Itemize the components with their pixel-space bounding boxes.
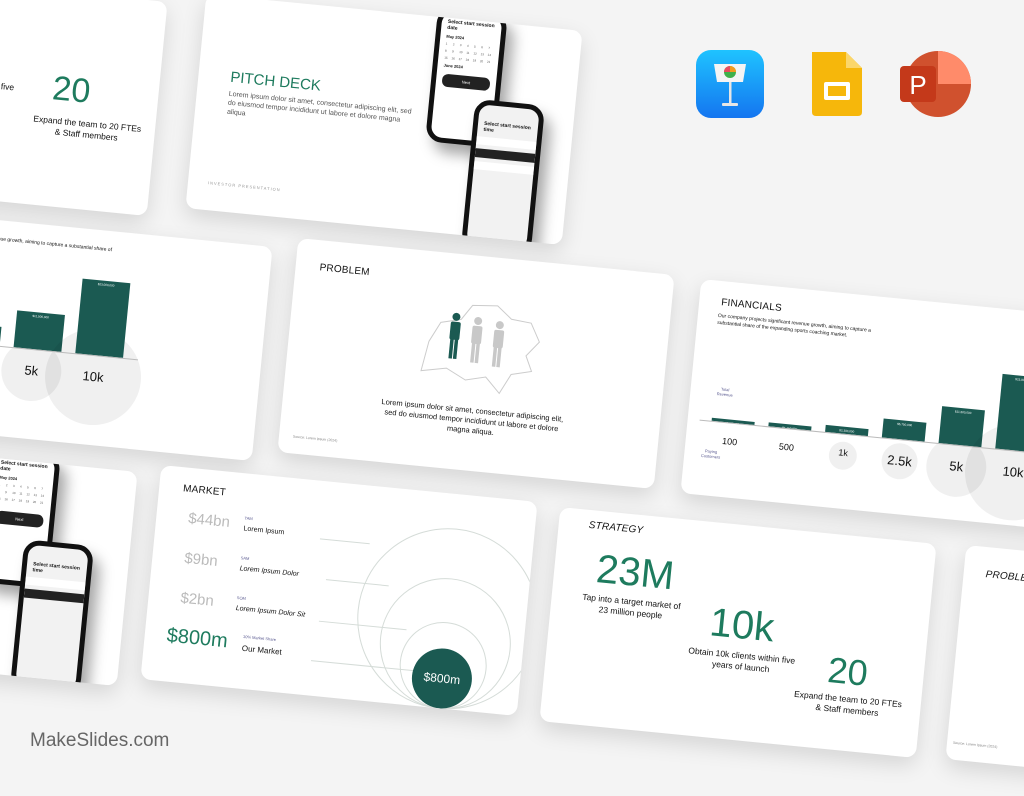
source-note: Source: Lorem Ipsum (2024) xyxy=(952,740,998,750)
month-label: June 2024 xyxy=(443,62,464,70)
revenue-bar: $23,000,000 xyxy=(995,373,1024,453)
slide-strategy-cropped[interactable]: 10k Obtain 10k clients within five years… xyxy=(0,0,168,216)
stat-value: 23M xyxy=(594,546,677,599)
pitch-body: Lorem ipsum dolor sit amet, consectetur … xyxy=(226,90,412,124)
person-icon-highlighted xyxy=(448,312,461,360)
phone-title: Select start session date xyxy=(446,18,495,32)
next-button[interactable]: Next xyxy=(441,73,491,92)
strategy-title: STRATEGY xyxy=(588,519,644,537)
market-tag: TAM xyxy=(244,515,253,522)
powerpoint-icon: P xyxy=(896,50,971,118)
brand-watermark: MakeSlides.com xyxy=(30,730,170,751)
map-outline xyxy=(420,304,540,395)
phone-title: Select start session date xyxy=(0,459,48,473)
stat-value: 20 xyxy=(825,649,870,694)
problem-title: PROBLEM xyxy=(985,569,1024,585)
revenue-bar: $23,000,000 xyxy=(75,278,131,358)
stat-desc: Expand the team to 20 FTEs & Staff membe… xyxy=(793,688,903,718)
people-icons xyxy=(448,312,505,368)
our-market-circle xyxy=(411,648,472,709)
google-slides-icon xyxy=(806,50,874,118)
stat-desc: Obtain 10k clients within five years of … xyxy=(0,72,15,93)
stat-value: 10k xyxy=(707,600,777,651)
phone-time-picker: Select start session time xyxy=(9,539,95,686)
pitch-footer: INVESTOR PRESENTATION xyxy=(207,180,281,193)
slide-financials-cropped[interactable]: Our company projects significant revenue… xyxy=(0,210,273,461)
person-icon xyxy=(491,321,505,368)
slide-strategy[interactable]: STRATEGY 23M Tap into a target market of… xyxy=(539,507,937,758)
source-note: Source: Lorem Ipsum (2024) xyxy=(292,434,338,443)
market-tag: SAM xyxy=(240,555,250,562)
market-circles xyxy=(310,528,538,710)
time-slot-selected[interactable] xyxy=(474,148,536,163)
market-value: $2bn xyxy=(179,589,215,610)
slide-problem[interactable]: PROBLEM Lorem ipsum dolor sit amet, cons… xyxy=(277,238,675,489)
problem-title: PROBLEM xyxy=(319,262,371,279)
stat-desc: Obtain 10k clients within five years of … xyxy=(687,645,796,674)
phone-time-picker: Select start session time xyxy=(460,98,546,245)
slide-market[interactable]: MARKET $800m $44bn TAM Lorem Ipsum $9bn … xyxy=(140,465,538,716)
problem-body: Lorem ipsum dolor sit amet, consectetur … xyxy=(381,396,564,437)
revenue-bar: $5,750,000 xyxy=(0,322,2,346)
customer-count-label: 100 xyxy=(721,435,738,448)
slide-app-screens[interactable]: Select start session date May 2024 12345… xyxy=(0,435,138,686)
phone-title: Select start session time xyxy=(483,120,532,134)
keynote-icon xyxy=(696,50,764,118)
next-button[interactable]: Next xyxy=(0,510,44,528)
svg-text:P: P xyxy=(909,70,926,100)
phone-title: Select start session time xyxy=(32,561,81,575)
market-tag: SOM xyxy=(236,595,247,601)
bar-chart: $230,000100$1,150,000500$2,300,0001k$5,7… xyxy=(0,210,273,461)
stat-value: 20 xyxy=(50,69,93,111)
stat-desc: Expand the team to 20 FTEs & Staff membe… xyxy=(32,113,142,143)
customer-count-label: 500 xyxy=(778,441,795,453)
slide-financials[interactable]: FINANCIALS Our company projects signific… xyxy=(680,279,1024,530)
person-icon xyxy=(470,317,483,364)
market-value: $9bn xyxy=(183,549,219,570)
time-slot-selected[interactable] xyxy=(23,588,85,604)
bar-chart: $230,000100$1,150,000500$2,300,0001k$5,7… xyxy=(680,279,1024,530)
slide-problem-cropped[interactable]: PROBLEM Source: Lorem Ipsum (2024) xyxy=(945,545,1024,796)
slide-pitch-deck[interactable]: PITCH DECK Lorem ipsum dolor sit amet, c… xyxy=(185,0,583,245)
